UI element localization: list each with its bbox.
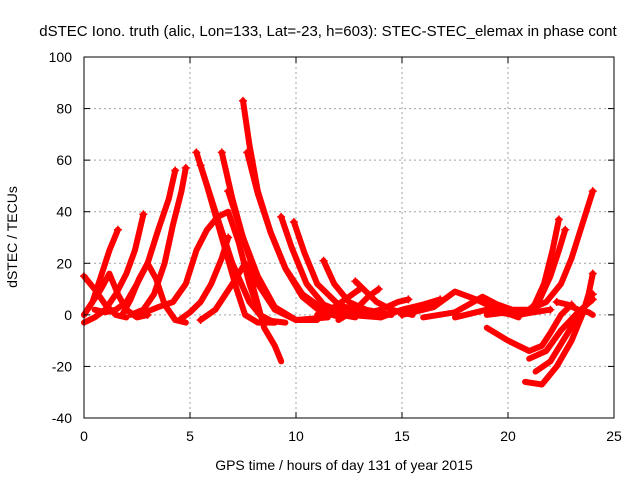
grid [84,57,614,418]
series-29 [494,225,570,318]
series-35 [526,187,597,313]
series-17 [277,212,384,321]
x-axis-label: GPS time / hours of day 131 of year 2015 [215,457,473,473]
series-14 [196,260,285,365]
series-6 [118,260,189,326]
y-tick-label: 80 [56,101,72,117]
x-tick-label: 20 [500,428,516,444]
series-11 [196,161,289,326]
series-line [553,299,596,318]
series-line [356,296,412,318]
y-tick-label: -40 [52,410,72,426]
chart-title: dSTEC Iono. truth (alic, Lon=133, Lat=-2… [39,23,617,40]
series-line [420,293,533,321]
ticks: 0 5 10 15 20 25 -40 -20 0 20 40 60 80 100 [49,49,622,444]
series-23 [356,295,413,318]
y-tick-label: 60 [56,152,72,168]
series-line [483,301,575,354]
series-line [197,162,289,326]
series-33 [522,269,597,388]
series-line [127,164,189,318]
series-13 [224,187,331,323]
series-line [314,286,363,318]
series-line [176,234,232,323]
series-line [278,213,384,321]
x-tick-label: 5 [186,428,194,444]
x-tick-label: 10 [288,428,304,444]
y-tick-label: 100 [49,49,73,65]
plot-frame [83,56,615,419]
series-34 [552,297,596,318]
series-line [526,188,596,313]
series-line [377,296,444,321]
series-line [81,270,151,321]
y-tick-label: -20 [52,358,72,374]
series-layer [80,96,597,388]
series-line [119,260,189,326]
series-line [494,226,569,318]
series-line [522,270,596,388]
y-tick-label: 20 [56,255,72,271]
series-22 [335,285,383,323]
series-line [197,260,285,365]
x-tick-label: 15 [394,428,410,444]
series-line [335,286,382,323]
x-tick-label: 25 [606,428,622,444]
x-tick-label: 0 [80,428,88,444]
series-7 [127,163,190,318]
y-axis-label: dSTEC / TECUs [4,186,20,288]
y-tick-label: 0 [64,307,72,323]
y-tick-label: 40 [56,204,72,220]
series-line [225,188,331,323]
